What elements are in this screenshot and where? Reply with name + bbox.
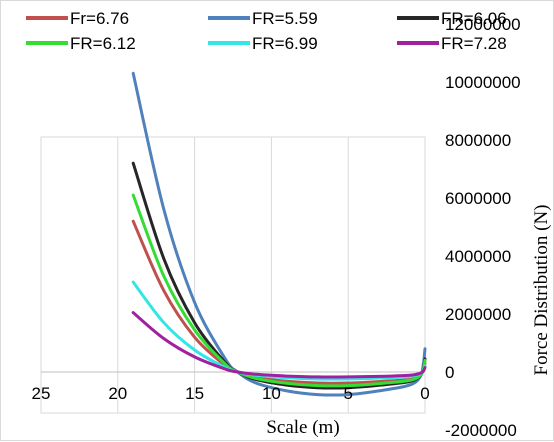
x-tick-label-20: 20	[108, 384, 127, 403]
y-tick-label-7: 12000000	[445, 15, 521, 34]
series-line-2	[131, 161, 427, 390]
y-tick-label-2: 2000000	[445, 305, 511, 324]
legend-label-4: FR=6.99	[252, 34, 318, 53]
y-axis-title: Force Distribution (N)	[531, 205, 552, 376]
legend-label-0: Fr=6.76	[70, 9, 129, 28]
x-tick-label-0: 0	[420, 384, 429, 403]
y-tick-label-0: -2000000	[445, 421, 517, 440]
series-line-3	[131, 193, 427, 388]
legend-label-2: FR=6.06	[441, 9, 507, 28]
y-tick-label-5: 8000000	[445, 131, 511, 150]
legend-label-5: FR=7.28	[441, 34, 507, 53]
series-lines	[131, 71, 427, 397]
series-line-4	[131, 280, 427, 381]
y-tick-label-6: 10000000	[445, 73, 521, 92]
series-line-5	[131, 311, 427, 379]
x-tick-label-15: 15	[185, 384, 204, 403]
x-tick-label-10: 10	[262, 384, 281, 403]
legend-label-1: FR=5.59	[252, 9, 318, 28]
y-tick-label-3: 4000000	[445, 247, 511, 266]
y-tick-label-4: 6000000	[445, 189, 511, 208]
y-tick-label-1: 0	[445, 363, 454, 382]
x-tick-label-25: 25	[32, 384, 51, 403]
x-tick-label-5: 5	[343, 384, 352, 403]
tick-labels: 25 20 15 10 5 0 -2000000 0 2000000 4000000 6000000…	[32, 15, 552, 440]
x-axis-title: Scale (m)	[266, 417, 339, 438]
legend: Fr=6.76 FR=5.59 FR=6.06 FR=6.12 FR=6.99 FR=7.…	[26, 9, 507, 53]
legend-label-3: FR=6.12	[70, 34, 136, 53]
plot-area-border	[40, 136, 426, 414]
